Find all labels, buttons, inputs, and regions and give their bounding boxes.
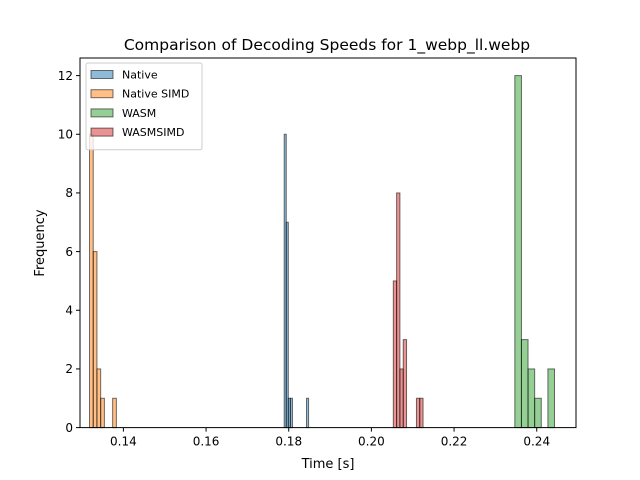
legend-label-wasmsimd: WASMSIMD [122, 126, 184, 139]
x-tick-label: 0.22 [441, 435, 468, 449]
legend-label-wasm: WASM [122, 107, 156, 120]
histogram-bar-wasmsimd-5 [419, 397, 424, 429]
histogram-bar-wasm-0 [514, 75, 522, 429]
y-tick-label: 12 [58, 69, 73, 83]
y-tick-label: 0 [65, 421, 73, 435]
histogram-bar-native-simd-4 [112, 397, 117, 429]
legend: Native Native SIMD WASM WASMSIMD [85, 62, 203, 151]
y-axis-label: Frequency [33, 209, 48, 276]
legend-label-native-simd: Native SIMD [122, 88, 189, 101]
axes [79, 57, 577, 429]
x-tick-label: 0.16 [193, 435, 220, 449]
y-tick-label: 6 [65, 245, 73, 259]
y-tick-label: 2 [65, 362, 73, 376]
histogram-bar-wasm-4 [547, 368, 556, 429]
histogram-bar-native-simd-1 [92, 251, 98, 429]
histogram-bar-native-1 [285, 221, 289, 429]
legend-swatch-wasmsimd [90, 127, 114, 137]
y-tick-label: 4 [65, 303, 73, 317]
histogram-bar-wasmsimd-3 [402, 339, 408, 429]
x-tick-label: 0.14 [110, 435, 137, 449]
chart-title: Comparison of Decoding Speeds for 1_webp… [124, 36, 530, 55]
legend-frame [85, 62, 203, 151]
y-axis-ticks: 0 2 4 6 8 10 12 [58, 69, 80, 435]
legend-label-native: Native [122, 69, 158, 82]
y-tick-label: 8 [65, 186, 73, 200]
legend-swatch-wasm [90, 108, 114, 118]
x-tick-label: 0.24 [523, 435, 550, 449]
histogram-bar-native-3 [289, 397, 293, 429]
x-axis-label: Time [s] [301, 457, 355, 472]
histogram-bar-wasm-3 [534, 397, 542, 429]
x-axis-ticks: 0.14 0.16 0.18 0.20 0.22 0.24 [110, 427, 550, 449]
histogram-bar-native-simd-2 [96, 368, 102, 429]
legend-swatch-native [90, 70, 114, 79]
axes-frame [79, 57, 577, 429]
histogram-bar-native-simd-0 [89, 133, 94, 429]
y-tick-label: 10 [58, 127, 73, 141]
histogram-bar-native-4 [306, 397, 310, 429]
x-tick-label: 0.20 [358, 435, 385, 449]
x-tick-label: 0.18 [275, 435, 302, 449]
histogram-bar-native-simd-3 [100, 397, 105, 429]
histogram-bar-wasm-1 [520, 339, 529, 429]
legend-swatch-native-simd [90, 89, 114, 99]
histogram-bar-wasm-2 [527, 368, 536, 429]
